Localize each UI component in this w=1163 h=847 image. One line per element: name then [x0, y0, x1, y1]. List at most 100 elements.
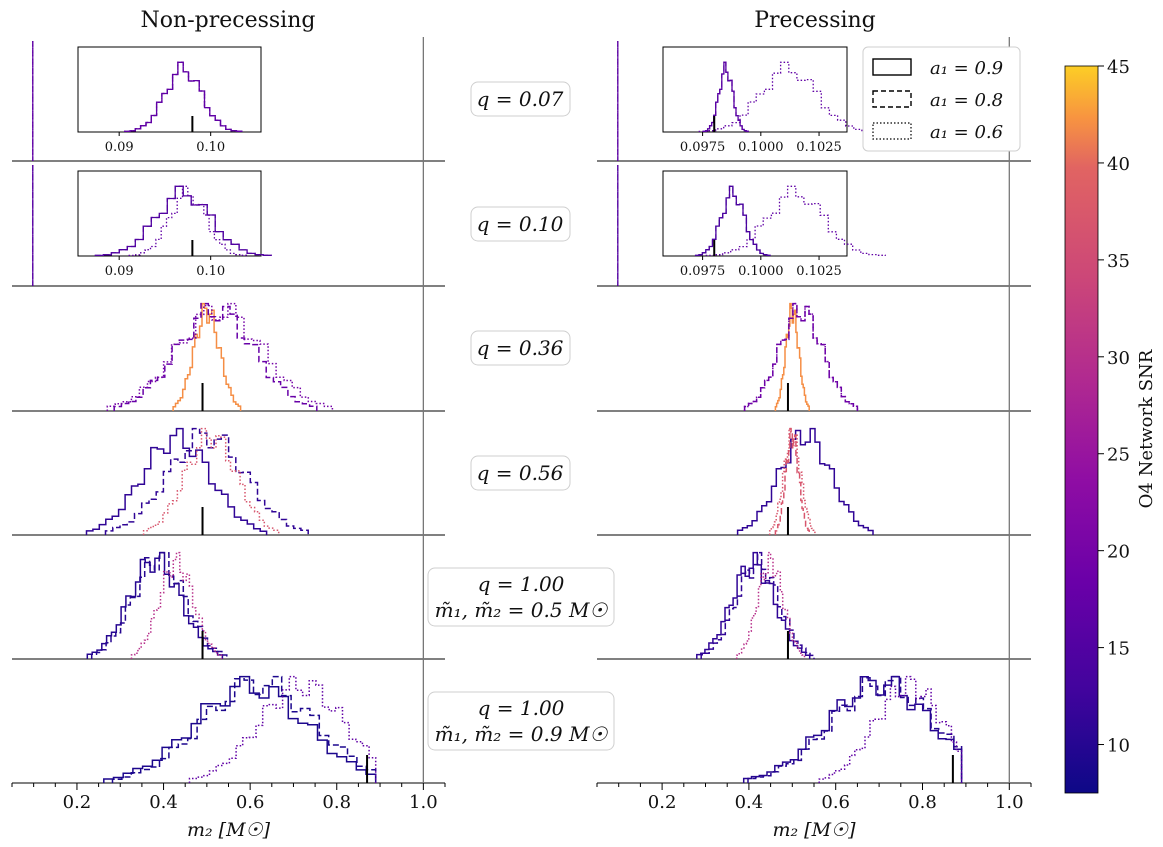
histogram-a1-0p8 [743, 302, 859, 411]
x-axis-nonprecessing: 0.2 0.4 0.6 0.8 1.0 m₂ [M☉] [11, 783, 446, 841]
colorbar-tick-label: 10 [1107, 736, 1130, 757]
inset-tick-label: 0.10 [196, 140, 225, 155]
inset-tick-label: 0.1025 [796, 264, 842, 279]
panel-precessing-row-4 [597, 411, 1031, 536]
histogram-a1-0p6 [818, 675, 963, 783]
colorbar-tick-label: 30 [1107, 348, 1130, 369]
x-tick-label: 0.6 [236, 792, 265, 813]
panel-precessing-row-5 [597, 535, 1031, 660]
panel-grid: 0.09 0.10 0.0975 0.1000 0.1025 0.09 0.10 0.0975… [12, 37, 1031, 784]
legend-swatch-dashed [872, 90, 912, 108]
legend-label-2: a₁ = 0.8 [930, 90, 1003, 111]
histogram-a1-0p6 [142, 427, 280, 535]
inset-tick-label: 0.0975 [680, 264, 726, 279]
panel-nonprecessing-row-6 [12, 659, 445, 784]
row-label-text: q = 1.00 [478, 696, 565, 720]
row-label-2: q = 0.10 [470, 206, 571, 242]
inset-histogram-a1-0p6 [124, 61, 243, 133]
x-axis-precessing: 0.2 0.4 0.6 0.8 1.0 m₂ [M☉] [596, 783, 1032, 841]
inset-histogram-a1-0p8 [694, 185, 771, 257]
row-label-5: q = 1.00 m̃₁, m̃₂ = 0.5 M☉ [427, 567, 615, 627]
row-label-3: q = 0.36 [470, 330, 571, 366]
row-label-6: q = 1.00 m̃₁, m̃₂ = 0.9 M☉ [427, 691, 615, 751]
colorbar-gradient [1064, 65, 1099, 794]
x-axis-label: m₂ [M☉] [773, 819, 857, 841]
histogram-a1-0p6 [130, 551, 223, 659]
x-tick-label: 0.4 [735, 792, 764, 813]
x-tick-label: 0.6 [821, 792, 850, 813]
legend-swatch-solid [872, 58, 912, 76]
colorbar-ticks: 10 15 20 25 30 35 40 45 [1098, 57, 1130, 757]
x-tick-label: 0.8 [322, 792, 351, 813]
histogram-a1-0p6 [735, 551, 806, 659]
inset-histogram-a1-0p8 [94, 185, 272, 257]
column-title-precessing: Precessing [754, 8, 876, 33]
panel-nonprecessing-row-3 [12, 286, 445, 412]
x-tick-label: 0.2 [648, 792, 677, 813]
panel-nonprecessing-row-5 [12, 535, 445, 660]
x-tick-label: 0.8 [908, 792, 937, 813]
colorbar-tick-label: 45 [1107, 57, 1130, 78]
legend: a₁ = 0.9 a₁ = 0.8 a₁ = 0.6 [862, 46, 1021, 152]
row-label-box [470, 206, 571, 242]
row-label-box [470, 81, 571, 117]
inset-tick-label: 0.09 [105, 140, 134, 155]
histogram-a1-0p9 [172, 302, 242, 411]
column-title-nonprecessing: Non-precessing [141, 8, 316, 33]
histogram-a1-0p6 [743, 302, 859, 411]
histogram-a1-0p9 [742, 675, 963, 783]
histogram-a1-0p8 [700, 551, 815, 659]
histogram-a1-0p9 [103, 675, 377, 783]
legend-frame [862, 46, 1021, 152]
colorbar-tick-label: 40 [1107, 154, 1130, 175]
legend-swatch-dotted [872, 122, 912, 140]
colorbar-tick-label: 35 [1107, 251, 1130, 272]
x-axes: 0.2 0.4 0.6 0.8 1.0 m₂ [M☉] 0.2 0.4 0.6 0.8 1.0 m₂ … [11, 783, 1032, 841]
histogram-a1-0p8 [774, 427, 810, 535]
x-axis-label: m₂ [M☉] [187, 819, 271, 841]
row-label-text: q = 0.10 [477, 212, 564, 236]
colorbar-tick-label: 20 [1107, 542, 1130, 563]
row-label-text: q = 1.00 [478, 572, 565, 596]
panel-nonprecessing-row-1: 0.09 0.10 [12, 37, 445, 162]
row-label-subtext: m̃₁, m̃₂ = 0.9 M☉ [435, 722, 609, 746]
row-labels: q = 0.07 q = 0.10 q = 0.36 q = 0.56 q = … [427, 81, 615, 751]
inset-tick-label: 0.1025 [796, 140, 842, 155]
panel-nonprecessing-row-4 [12, 411, 445, 536]
histogram-a1-0p8 [111, 675, 377, 783]
legend-label-3: a₁ = 0.6 [930, 122, 1003, 143]
inset-frame [77, 170, 262, 257]
histogram-a1-0p9 [85, 427, 268, 535]
row-label-subtext: m̃₁, m̃₂ = 0.5 M☉ [435, 598, 609, 622]
x-tick-label: 0.2 [63, 792, 92, 813]
row-label-box [470, 455, 571, 491]
row-label-box [470, 330, 571, 366]
row-label-4: q = 0.56 [470, 455, 571, 491]
histogram-a1-0p9 [774, 302, 810, 411]
histogram-a1-0p9 [736, 427, 874, 535]
colorbar-label: O4 Network SNR [1136, 349, 1157, 508]
panel-precessing-row-6 [597, 659, 1031, 784]
row-label-text: q = 0.07 [477, 87, 564, 111]
panel-nonprecessing-row-2: 0.09 0.10 [12, 161, 445, 287]
inset-frame [662, 170, 848, 257]
inset-tick-label: 0.10 [196, 264, 225, 279]
panel-precessing-row-2: 0.0975 0.1000 0.1025 [597, 161, 1031, 287]
row-label-text: q = 0.56 [477, 461, 564, 485]
histogram-a1-0p6 [768, 427, 816, 535]
panel-precessing-row-1: 0.0975 0.1000 0.1025 [597, 37, 1031, 162]
histogram-a1-0p6 [188, 675, 377, 783]
colorbar-tick-label: 25 [1107, 445, 1130, 466]
x-tick-label: 1.0 [409, 792, 438, 813]
row-label-1: q = 0.07 [470, 81, 571, 117]
row-label-box [427, 691, 615, 751]
x-tick-label: 0.4 [149, 792, 178, 813]
colorbar-tick-label: 15 [1107, 639, 1130, 660]
inset-tick-label: 0.0975 [680, 140, 726, 155]
inset-histogram-a1-0p6 [128, 185, 248, 257]
x-tick-label: 1.0 [995, 792, 1024, 813]
histogram-a1-0p8 [90, 551, 228, 659]
histogram-a1-0p8 [747, 675, 963, 783]
inset-histogram-a1-0p8 [702, 61, 749, 133]
